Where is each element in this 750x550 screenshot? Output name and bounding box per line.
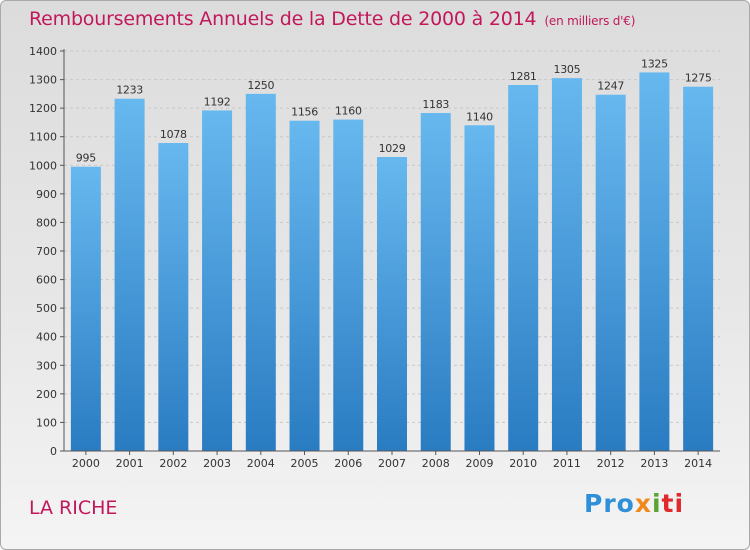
data-label: 1192 [204,95,231,108]
logo-part-1: Pro [584,489,635,518]
bar [114,98,145,451]
x-tick-label: 2013 [640,457,668,470]
bar [683,86,714,451]
bar [420,113,451,451]
chart-title-text: Remboursements Annuels de la Dette de 20… [29,8,537,30]
logo-part-3: i [651,489,662,518]
y-tick-label: 500 [36,302,57,315]
data-label: 1275 [685,72,712,85]
y-tick-label: 1400 [29,45,57,58]
y-tick-label: 900 [36,188,57,201]
y-tick-label: 800 [36,216,57,229]
bar [289,120,320,451]
x-tick-label: 2010 [509,457,537,470]
bar [595,94,626,451]
data-label: 995 [76,152,96,165]
chart-unit: (en milliers d'€) [544,14,636,28]
y-tick-label: 1300 [29,74,57,87]
data-label: 1233 [116,84,143,97]
y-tick-label: 100 [36,416,57,429]
data-label: 1183 [422,98,449,111]
y-tick-label: 400 [36,331,57,344]
y-tick-label: 200 [36,388,57,401]
x-tick-label: 2003 [203,457,231,470]
bar [70,166,101,451]
x-tick-label: 2014 [684,457,712,470]
data-label: 1078 [160,128,187,141]
x-tick-label: 2012 [597,457,625,470]
y-tick-label: 700 [36,245,57,258]
logo-part-4: ti [661,489,685,518]
bar [508,85,539,451]
x-tick-label: 2001 [116,457,144,470]
city-name: LA RICHE [29,497,118,519]
bar [551,78,582,452]
x-tick-label: 2007 [378,457,406,470]
bar [245,93,276,451]
data-label: 1325 [641,57,668,70]
data-label: 1247 [597,80,624,93]
x-tick-label: 2002 [159,457,187,470]
data-label: 1281 [510,70,537,83]
x-tick-label: 2008 [422,457,450,470]
x-tick-label: 2009 [465,457,493,470]
y-tick-label: 1200 [29,102,57,115]
y-tick-label: 600 [36,274,57,287]
x-tick-label: 2004 [247,457,275,470]
bar [158,143,189,451]
bar [202,110,233,451]
x-tick-label: 2000 [72,457,100,470]
data-label: 1029 [379,142,406,155]
data-label: 1160 [335,105,362,118]
y-tick-label: 1000 [29,159,57,172]
logo-part-2: x [634,489,652,518]
bar [377,157,407,451]
data-label: 1250 [247,79,274,92]
data-label: 1156 [291,106,318,119]
y-tick-label: 1100 [29,131,57,144]
x-tick-label: 2006 [334,457,362,470]
chart-title: Remboursements Annuels de la Dette de 20… [29,8,635,30]
bar [333,119,364,452]
bar [464,125,495,452]
x-tick-label: 2005 [291,457,319,470]
bar [639,72,670,451]
proxiti-logo[interactable]: Proxiti [584,489,684,518]
y-tick-label: 300 [36,359,57,372]
y-tick-label: 0 [50,445,57,458]
data-label: 1305 [554,63,581,76]
x-tick-label: 2011 [553,457,581,470]
data-label: 1140 [466,110,493,123]
